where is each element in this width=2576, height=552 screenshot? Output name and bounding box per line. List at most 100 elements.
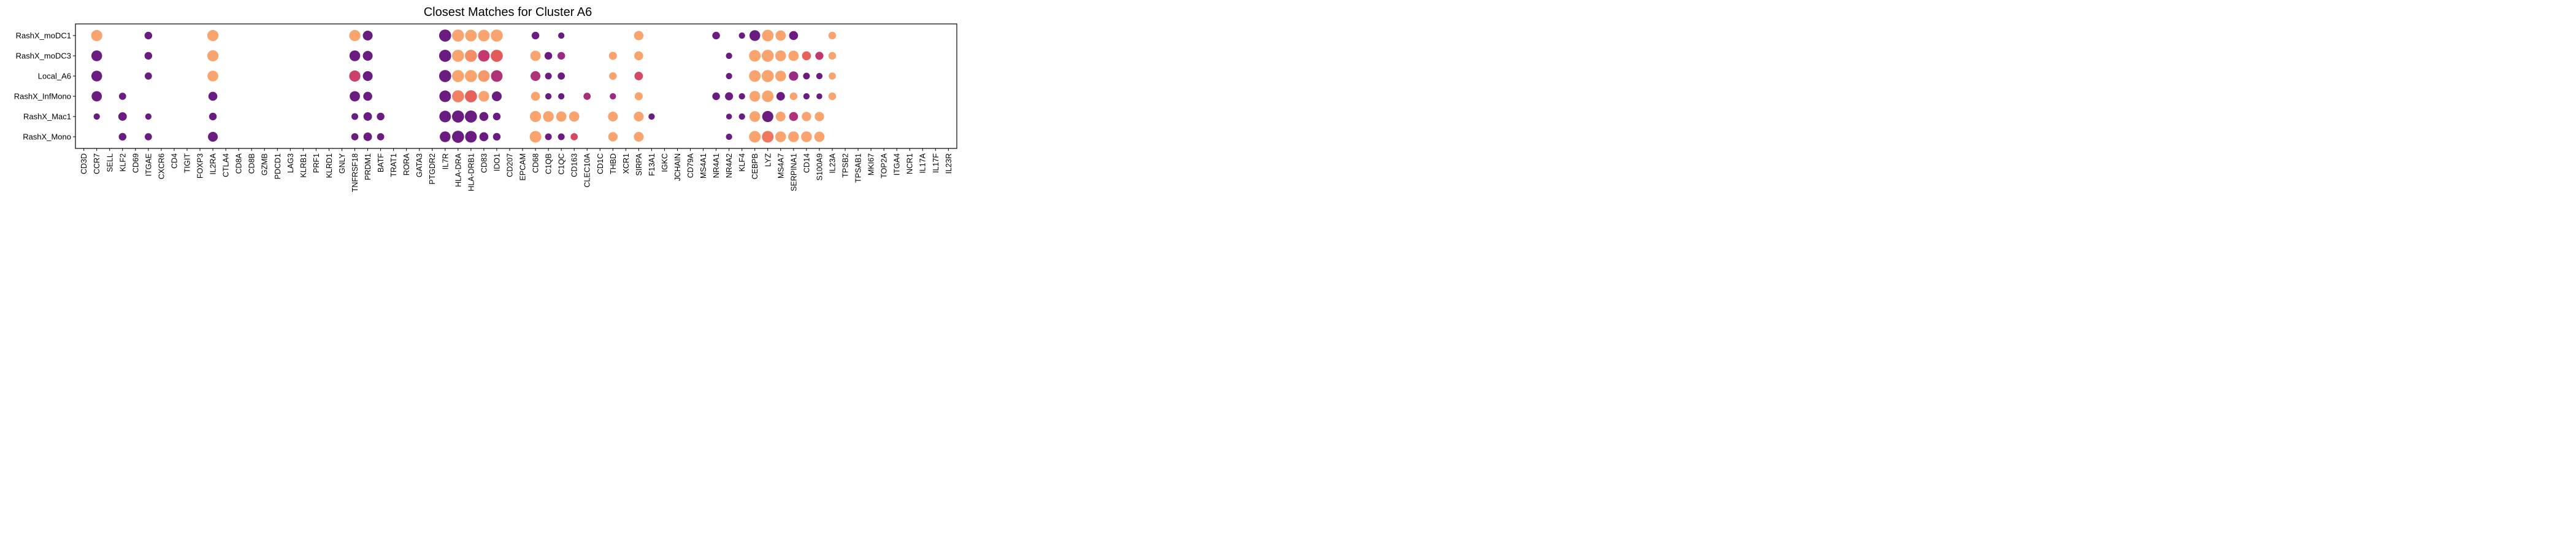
dot-Local_A6-CD83: [478, 70, 490, 82]
dot-RashX_moDC3-C1QB: [544, 52, 553, 60]
dot-RashX_Mac1-KLF2: [118, 112, 127, 121]
x-tick-label: NR4A1: [712, 153, 721, 178]
dot-RashX_Mac1-CD83: [479, 112, 489, 121]
dot-Local_A6-IL7R: [439, 70, 451, 82]
x-tick-label: HLA-DRA: [454, 153, 462, 187]
x-tick-label: LAG3: [286, 153, 295, 173]
dot-RashX_Mac1-S100A9: [815, 112, 824, 121]
dot-RashX_moDC3-IDO1: [491, 50, 503, 62]
x-tick-label: KLRB1: [299, 153, 308, 178]
x-tick-label: EPCAM: [519, 153, 527, 180]
x-tick-label: F13A1: [648, 153, 656, 176]
x-tick-label: TPSB2: [841, 153, 850, 178]
x-tick-label: CD68: [532, 153, 540, 173]
dot-RashX_moDC1-CD68: [531, 31, 540, 40]
x-tick-label: PDCD1: [274, 153, 282, 179]
dot-Local_A6-PRDM1: [362, 71, 373, 82]
dot-RashX_moDC1-IL23A: [828, 31, 837, 40]
dot-RashX_moDC3-SIRPA: [634, 51, 643, 61]
x-tick-label: CCR7: [93, 153, 101, 174]
dot-RashX_InfMono-CLEC10A: [583, 93, 591, 100]
dot-RashX_moDC1-KLF4: [738, 32, 745, 39]
x-tick-label: CD163: [570, 153, 579, 177]
y-tick-label: RashX_Mono: [23, 132, 71, 142]
chart-svg: Closest Matches for Cluster A6 RashX_moD…: [14, 6, 957, 192]
y-tick-label: RashX_moDC1: [16, 31, 71, 40]
dot-RashX_moDC3-HLA-DRB1: [465, 50, 477, 62]
dot-RashX_InfMono-HLA-DRB1: [465, 90, 477, 102]
dot-Local_A6-SERPINA1: [789, 71, 799, 81]
plot-frame: [75, 23, 957, 149]
dot-RashX_Mac1-C1QB: [543, 111, 554, 122]
x-tick-label: KLF2: [118, 153, 127, 172]
dot-RashX_moDC3-IL2RA: [207, 50, 219, 62]
dot-Local_A6-S100A9: [816, 72, 823, 80]
dot-RashX_Mono-ITGAE: [144, 133, 152, 140]
dot-RashX_Mac1-SIRPA: [634, 111, 644, 122]
dot-RashX_Mono-CEBPB: [749, 131, 761, 143]
x-tick-label: HLA-DRB1: [467, 153, 475, 191]
dot-Local_A6-IL23A: [829, 72, 836, 80]
dot-RashX_InfMono-KLF4: [738, 93, 745, 100]
dot-RashX_Mono-MS4A7: [775, 131, 786, 142]
dot-Local_A6-LYZ: [761, 70, 774, 82]
dot-RashX_moDC1-CCR7: [91, 29, 102, 42]
dot-RashX_moDC1-SIRPA: [634, 31, 644, 40]
dot-RashX_moDC1-TNFRSF18: [349, 29, 361, 42]
dot-RashX_Mac1-NR4A2: [726, 113, 732, 120]
data-points: [91, 29, 837, 143]
x-tick-label: NR4A2: [725, 153, 734, 178]
dot-RashX_Mono-IDO1: [493, 132, 501, 141]
dot-RashX_Mono-C1QB: [545, 133, 552, 140]
y-tick-label: RashX_InfMono: [14, 92, 71, 101]
dot-Local_A6-IL2RA: [207, 71, 218, 82]
x-tick-label: C1QC: [558, 153, 566, 175]
dot-Local_A6-CEBPB: [749, 70, 761, 82]
dot-RashX_moDC1-MS4A7: [775, 30, 786, 41]
dot-RashX_Mac1-CD163: [569, 111, 580, 122]
x-tick-label: CD8B: [248, 153, 256, 174]
dot-RashX_Mac1-SERPINA1: [789, 112, 799, 121]
dot-RashX_Mono-CD14: [801, 131, 812, 142]
dot-Local_A6-SIRPA: [634, 72, 643, 80]
dot-RashX_Mono-IL2RA: [208, 131, 218, 142]
x-tick-label: TPSAB1: [854, 153, 863, 183]
dot-RashX_Mono-CD163: [570, 133, 578, 140]
dot-RashX_InfMono-IL23A: [828, 92, 837, 101]
dot-RashX_moDC1-NR4A1: [712, 31, 720, 40]
x-tick-label: NCR1: [906, 153, 914, 174]
x-tick-label: CTLA4: [222, 153, 231, 177]
dot-RashX_Mac1-TNFRSF18: [351, 113, 359, 120]
dot-RashX_Mac1-CD68: [529, 110, 542, 123]
dot-RashX_moDC1-C1QC: [558, 32, 565, 39]
x-tick-label: GNLY: [338, 153, 347, 174]
dot-RashX_InfMono-C1QB: [545, 93, 552, 100]
dot-RashX_Mac1-HLA-DRB1: [465, 110, 477, 123]
dot-RashX_Mac1-IL2RA: [209, 112, 217, 121]
x-tick-label: JCHAIN: [673, 153, 682, 181]
x-tick-label: SIRPA: [635, 153, 643, 175]
dot-RashX_moDC3-C1QC: [557, 52, 565, 60]
dot-RashX_InfMono-IDO1: [491, 91, 502, 102]
dot-RashX_moDC3-CD83: [478, 50, 490, 62]
dot-Local_A6-C1QC: [558, 72, 565, 80]
x-tick-label: RORA: [402, 153, 411, 175]
x-tick-label: CLEC10A: [583, 153, 592, 187]
dot-RashX_moDC1-ITGAE: [144, 31, 153, 40]
x-tick-label: KLF4: [738, 153, 746, 172]
dot-RashX_InfMono-THBD: [610, 93, 616, 100]
x-tick-label: TNFRSF18: [351, 153, 359, 192]
dot-RashX_moDC3-NR4A2: [726, 52, 732, 59]
x-tick-label: CD3D: [80, 153, 88, 174]
x-tick-label: ITGA4: [893, 153, 902, 175]
x-tick-label: IL17A: [919, 153, 927, 173]
dot-RashX_Mac1-KLF4: [738, 113, 745, 120]
dot-RashX_InfMono-LYZ: [762, 90, 774, 102]
dot-RashX_Mono-CD68: [529, 131, 542, 143]
dot-RashX_Mac1-LYZ: [762, 110, 773, 123]
dot-RashX_moDC1-PRDM1: [362, 30, 373, 41]
dot-RashX_Mac1-PRDM1: [363, 112, 372, 121]
dot-RashX_Mono-LYZ: [762, 131, 774, 143]
x-tick-label: PRDM1: [364, 153, 372, 180]
x-tick-label: LYZ: [764, 153, 772, 167]
